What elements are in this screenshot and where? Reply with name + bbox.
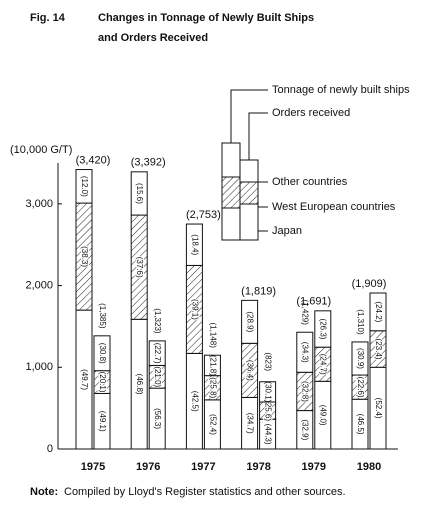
value-label: (34.7) <box>245 413 254 434</box>
value-label: (24.2) <box>374 301 383 322</box>
value-label: (23.4) <box>374 339 383 360</box>
x-tick-label: 1977 <box>191 461 215 473</box>
legend-leader <box>248 112 268 160</box>
bar-segment <box>296 331 314 373</box>
total-label: (1,148) <box>208 323 217 349</box>
total-label: (1,310) <box>356 309 365 335</box>
value-label: (22.6) <box>356 377 365 398</box>
value-label: (21.0) <box>153 366 162 387</box>
legend-swatch <box>239 203 259 241</box>
bar-segment <box>259 381 277 403</box>
total-label: (1,429) <box>301 300 310 326</box>
value-label: (46.5) <box>356 414 365 435</box>
legend-swatch <box>221 142 241 178</box>
legend-swatch <box>239 159 259 183</box>
bar-segment <box>314 310 332 348</box>
legend-swatch <box>221 207 241 241</box>
legend-label: Tonnage of newly built ships <box>272 84 410 96</box>
legend-label: Other countries <box>272 176 348 188</box>
total-label: (1,819) <box>241 285 276 297</box>
value-label: (24.7) <box>319 354 328 375</box>
value-label: (32.8) <box>301 381 310 402</box>
value-label: (30.1) <box>263 381 272 402</box>
bar-segment <box>185 223 203 266</box>
value-label: (30.9) <box>356 348 365 369</box>
bar-segment <box>351 341 369 376</box>
value-label: (20.1) <box>98 372 107 393</box>
value-label: (32.9) <box>301 419 310 440</box>
bar-segment <box>130 171 148 216</box>
x-tick-label: 1976 <box>136 461 160 473</box>
total-label: (3,420) <box>76 154 111 166</box>
y-tick-label: 0 <box>47 443 53 455</box>
value-label: (49.7) <box>80 369 89 390</box>
x-tick-label: 1975 <box>81 461 105 473</box>
total-label: (3,392) <box>131 157 166 169</box>
value-label: (49.0) <box>319 405 328 426</box>
total-label: (1,385) <box>98 303 107 329</box>
value-label: (56.3) <box>153 408 162 429</box>
note: Compiled by Lloyd's Register statistics … <box>64 486 346 498</box>
value-label: (15.6) <box>135 183 144 204</box>
legend-label: Japan <box>272 225 302 237</box>
value-label: (52.4) <box>374 398 383 419</box>
value-label: (36.4) <box>245 360 254 381</box>
bar-segment <box>203 354 221 377</box>
value-label: (39.1) <box>190 299 199 320</box>
value-label: (26.3) <box>319 319 328 340</box>
value-label: (21.8) <box>208 355 217 376</box>
figure-label: Fig. 14 <box>30 12 66 24</box>
value-label: (25.8) <box>208 377 217 398</box>
legend-label: Orders received <box>272 107 350 119</box>
x-tick-label: 1979 <box>302 461 326 473</box>
chart-title: Changes in Tonnage of Newly Built Ships <box>98 12 314 24</box>
bar-segment <box>148 340 166 366</box>
value-label: (25.6) <box>263 400 272 421</box>
value-label: (49.1) <box>98 411 107 432</box>
total-label: (823) <box>263 352 272 371</box>
note-label: Note: <box>30 486 58 498</box>
y-tick-label: 2,000 <box>25 279 53 291</box>
legend-swatch <box>221 176 241 209</box>
total-label: (2,753) <box>186 209 221 221</box>
bar-segment <box>369 292 387 332</box>
value-label: (28.9) <box>245 311 254 332</box>
legend-swatch <box>239 181 259 205</box>
legend-leader <box>230 89 268 143</box>
bar-segment <box>93 335 111 372</box>
total-label: (1,323) <box>153 308 162 334</box>
y-tick-label: 1,000 <box>25 361 53 373</box>
value-label: (18.4) <box>190 234 199 255</box>
x-tick-label: 1978 <box>246 461 270 473</box>
value-label: (52.4) <box>208 414 217 435</box>
y-tick-label: 3,000 <box>25 198 53 210</box>
value-label: (46.8) <box>135 374 144 395</box>
value-label: (37.6) <box>135 257 144 278</box>
value-label: (38.3) <box>80 246 89 267</box>
value-label: (12.0) <box>80 176 89 197</box>
bar-segment <box>241 299 259 344</box>
value-label: (42.5) <box>190 391 199 412</box>
value-label: (44.3) <box>263 424 272 445</box>
chart-title: and Orders Received <box>98 32 208 44</box>
value-label: (22.7) <box>153 343 162 364</box>
x-tick-label: 1980 <box>357 461 381 473</box>
value-label: (34.3) <box>301 342 310 363</box>
legend: Tonnage of newly built ships Orders rece… <box>221 84 410 241</box>
legend-label: West European countries <box>272 201 396 213</box>
total-label: (1,691) <box>296 296 331 308</box>
y-unit-label: (10,000 G/T) <box>10 144 72 156</box>
bar-segment <box>75 169 93 204</box>
value-label: (30.8) <box>98 343 107 364</box>
total-label: (1,909) <box>352 278 387 290</box>
